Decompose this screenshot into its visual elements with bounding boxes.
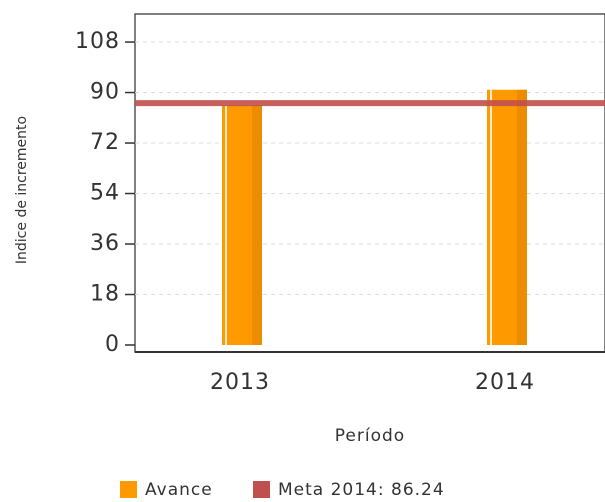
y-tick-label: 54 — [90, 181, 120, 206]
layer: 0 18 36 54 72 90 108 2013 2014 — [75, 29, 605, 395]
plot-frame — [134, 13, 605, 353]
y-tick-label: 36 — [90, 231, 120, 256]
y-tick-label: 108 — [75, 29, 120, 54]
y-tick-label: 72 — [90, 130, 120, 155]
y-tick-label: 18 — [90, 282, 120, 307]
legend-label: Meta 2014: 86.24 — [278, 480, 445, 500]
y-tick-label: 0 — [105, 332, 120, 357]
legend-swatch — [253, 481, 270, 498]
x-axis-label: Período — [335, 426, 405, 446]
x-tick-label: 2013 — [210, 370, 270, 395]
x-tick-label: 2014 — [475, 370, 535, 395]
y-tick-label: 90 — [90, 80, 120, 105]
legend-swatch — [120, 481, 137, 498]
bar-shade — [252, 105, 262, 345]
legend-label: Avance — [145, 480, 213, 500]
bar-shade — [517, 89, 527, 345]
y-axis-label: Indice de incremento — [14, 116, 30, 264]
